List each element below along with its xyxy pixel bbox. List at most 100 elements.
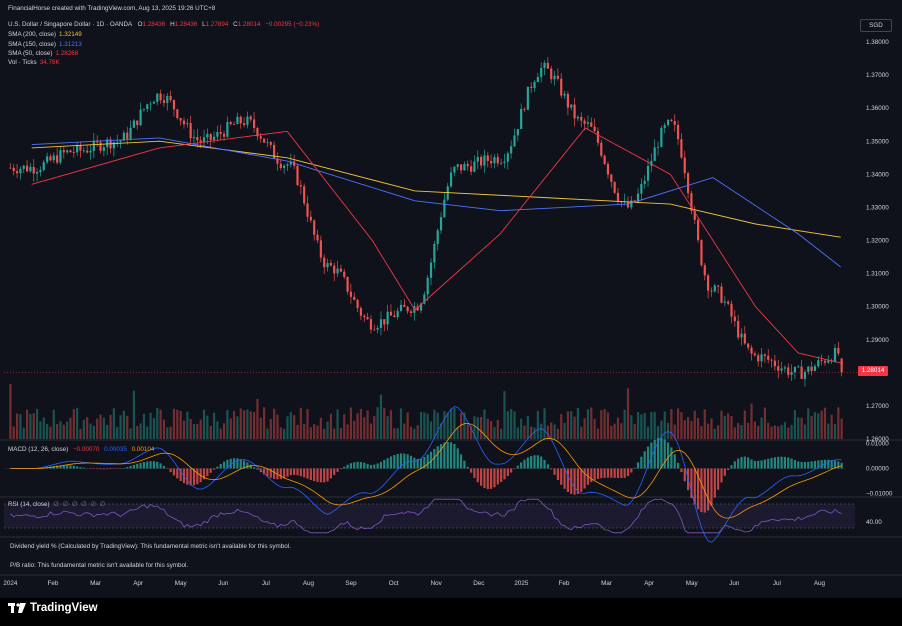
volume-bar — [700, 426, 703, 439]
volume-bar — [353, 420, 356, 439]
chart-area[interactable]: 1.38000 1.37000 1.36000 1.35000 1.34000 1.330… — [0, 0, 902, 598]
macd-histogram-bar — [623, 468, 626, 478]
volume-bar — [830, 414, 833, 439]
credit-text: FinancialHorse created with TradingView.… — [8, 5, 216, 12]
macd-histogram-bar — [476, 468, 479, 483]
volume-bar — [646, 426, 650, 439]
volume-bar — [817, 413, 820, 439]
macd-histogram-bar — [449, 442, 453, 469]
volume-bar — [199, 419, 202, 439]
ohlc-o-value: 1.28436 — [142, 21, 166, 28]
macd-histogram-bar — [176, 468, 179, 479]
macd-histogram-bar — [653, 439, 656, 469]
macd-histogram-bar — [172, 468, 176, 476]
volume-bar — [419, 412, 423, 439]
volume-bar — [777, 426, 780, 439]
candle-body — [666, 119, 670, 125]
volume-bar — [59, 421, 62, 439]
symbol-title[interactable]: U.S. Dollar / Singapore Dollar · 1D · OA… — [8, 21, 132, 28]
indicator-volume[interactable]: Vol · Ticks 34.78K — [8, 59, 60, 66]
volume-bar — [109, 414, 112, 439]
candle-body — [396, 310, 399, 318]
macd-histogram-bar — [636, 462, 640, 469]
candle-body — [106, 139, 109, 148]
candle-body — [506, 153, 509, 162]
macd-histogram-bar — [229, 458, 232, 469]
indicator-value: 1.31213 — [58, 41, 82, 48]
volume-bar — [176, 409, 179, 439]
macd-histogram-bar — [536, 455, 539, 469]
macd-histogram-bar — [676, 462, 680, 469]
candle-body — [29, 166, 32, 172]
price-tick-label: 1.30000 — [866, 304, 889, 311]
volume-bar — [289, 412, 292, 439]
indicator-sma150[interactable]: SMA (150, close) 1.31213 — [8, 41, 82, 48]
volume-bar — [313, 424, 316, 439]
macd-histogram-bar — [730, 465, 733, 469]
volume-bar — [349, 407, 353, 439]
candle-body — [470, 166, 473, 172]
candle-body — [82, 150, 85, 152]
volume-bar — [636, 411, 640, 439]
volume-bar — [246, 409, 249, 439]
candle-body — [783, 367, 787, 369]
candle-body — [767, 355, 770, 360]
candle-body — [226, 122, 229, 137]
tradingview-logo[interactable]: TradingView — [8, 602, 98, 614]
rsi-header[interactable]: RSI (14, close) ∅ ∅ ∅ ∅ ∅ ∅ — [8, 501, 106, 508]
candle-body — [673, 121, 676, 125]
macd-histogram-bar — [600, 468, 603, 479]
macd-histogram-bar — [830, 459, 833, 469]
price-tick-label: 1.26000 — [866, 436, 889, 443]
macd-histogram-bar — [186, 468, 189, 485]
volume-bar — [550, 422, 553, 439]
candle-body — [820, 360, 823, 361]
candle-body — [556, 75, 559, 79]
candle-body — [780, 368, 783, 371]
candle-body — [480, 156, 483, 166]
candle-body — [680, 139, 683, 158]
macd-header[interactable]: MACD (12, 26, close) −0.00070 0.00035 0.… — [8, 446, 154, 453]
volume-bar — [600, 410, 603, 439]
currency-badge[interactable]: SGD — [860, 19, 892, 32]
candle-body — [232, 124, 236, 125]
macd-histogram-bar — [807, 461, 810, 469]
indicator-sma200[interactable]: SMA (200, close) 1.32149 — [8, 31, 82, 38]
volume-bar — [523, 425, 526, 439]
macd-histogram-bar — [693, 468, 696, 505]
volume-bar — [800, 417, 803, 439]
candle-body — [426, 277, 429, 295]
candle-body — [486, 155, 489, 161]
macd-histogram-bar — [239, 459, 242, 469]
macd-histogram-bar — [96, 468, 99, 470]
ohlc-c-label: C — [233, 21, 238, 28]
candle-body — [633, 200, 636, 202]
macd-histogram-bar — [810, 461, 813, 469]
candle-body — [336, 268, 339, 274]
volume-bar — [443, 411, 446, 439]
macd-histogram-bar — [560, 468, 563, 485]
volume-bar — [303, 423, 306, 439]
candle-body — [787, 367, 790, 375]
macd-histogram-bar — [406, 454, 409, 469]
volume-bar — [653, 411, 656, 439]
pb-note: P/B ratio: This fundamental metric isn't… — [10, 562, 189, 569]
chart-svg[interactable]: 1.38000 1.37000 1.36000 1.35000 1.34000 1.330… — [0, 0, 902, 598]
candle-body — [546, 62, 549, 69]
candle-body — [222, 133, 226, 137]
candle-body — [229, 122, 232, 125]
volume-bar — [229, 418, 232, 439]
volume-bar — [232, 410, 236, 439]
volume-bar — [192, 423, 196, 439]
volume-bar — [727, 413, 730, 439]
indicator-sma50[interactable]: SMA (50, close) 1.28268 — [8, 50, 78, 57]
time-tick-label: Jul — [262, 580, 270, 587]
sma-line-2 — [31, 127, 841, 364]
macd-histogram-bar — [626, 468, 630, 477]
volume-bar — [490, 420, 493, 439]
price-tick-label: 1.27000 — [866, 403, 889, 410]
volume-bar — [753, 421, 756, 439]
volume-bar — [433, 409, 436, 439]
volume-bar — [399, 408, 403, 439]
